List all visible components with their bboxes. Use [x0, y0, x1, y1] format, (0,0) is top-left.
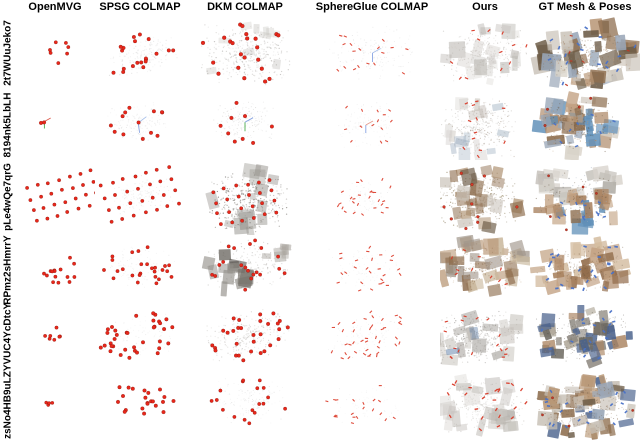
cell-r6-c3: [185, 370, 305, 440]
cell-r4-c1: [16, 235, 95, 305]
column-header-openmvg: OpenMVG: [28, 1, 82, 13]
cell-r3-c4: [305, 160, 440, 235]
column-header-ours: Ours: [472, 1, 498, 13]
cell-r2-c2: [95, 90, 185, 160]
cell-r4-c6: [530, 235, 640, 305]
cell-r1-c3: [185, 16, 305, 90]
cell-r6-c4: [305, 370, 440, 440]
cell-r4-c2: [95, 235, 185, 305]
cell-r2-c3: [185, 90, 305, 160]
cell-r4-c4: [305, 235, 440, 305]
row-label-scene-1: 2t7WUuJeko7: [2, 20, 14, 86]
row-label-scene-6: zsNo4HB9uLZ: [2, 371, 14, 439]
column-header-sphereglue: SphereGlue COLMAP: [315, 1, 429, 13]
cell-r5-c4: [305, 305, 440, 370]
cell-r3-c1: [16, 160, 95, 235]
cell-r1-c5: [440, 16, 530, 90]
column-header-spsg: SPSG COLMAP: [99, 1, 181, 13]
cell-r3-c6: [530, 160, 640, 235]
cell-r5-c1: [16, 305, 95, 370]
column-header-dkm: DKM COLMAP: [207, 1, 283, 13]
cell-r5-c6: [530, 305, 640, 370]
cell-r4-c5: [440, 235, 530, 305]
column-header-gt: GT Mesh & Poses: [538, 1, 632, 13]
cell-r1-c1: [16, 16, 95, 90]
cell-r6-c5: [440, 370, 530, 440]
cell-r1-c6: [530, 16, 640, 90]
cell-r2-c6: [530, 90, 640, 160]
cell-r5-c3: [185, 305, 305, 370]
row-label-scene-3: pLe4wQe7qrG: [2, 163, 14, 231]
cell-r1-c4: [305, 16, 440, 90]
cell-r4-c3: [185, 235, 305, 305]
row-label-scene-2: 8194nk5LbLH: [2, 92, 14, 158]
cell-r6-c1: [16, 370, 95, 440]
cell-r1-c2: [95, 16, 185, 90]
cell-r3-c2: [95, 160, 185, 235]
cell-r2-c5: [440, 90, 530, 160]
cell-r2-c4: [305, 90, 440, 160]
row-label-scene-4: RPmz2sHmrrY: [2, 235, 14, 305]
cell-r2-c1: [16, 90, 95, 160]
cell-r6-c6: [530, 370, 640, 440]
cell-r3-c3: [185, 160, 305, 235]
cell-r5-c5: [440, 305, 530, 370]
row-label-scene-5: YVUC4YcDtcY: [2, 302, 14, 372]
cell-r3-c5: [440, 160, 530, 235]
cell-r5-c2: [95, 305, 185, 370]
cell-r6-c2: [95, 370, 185, 440]
